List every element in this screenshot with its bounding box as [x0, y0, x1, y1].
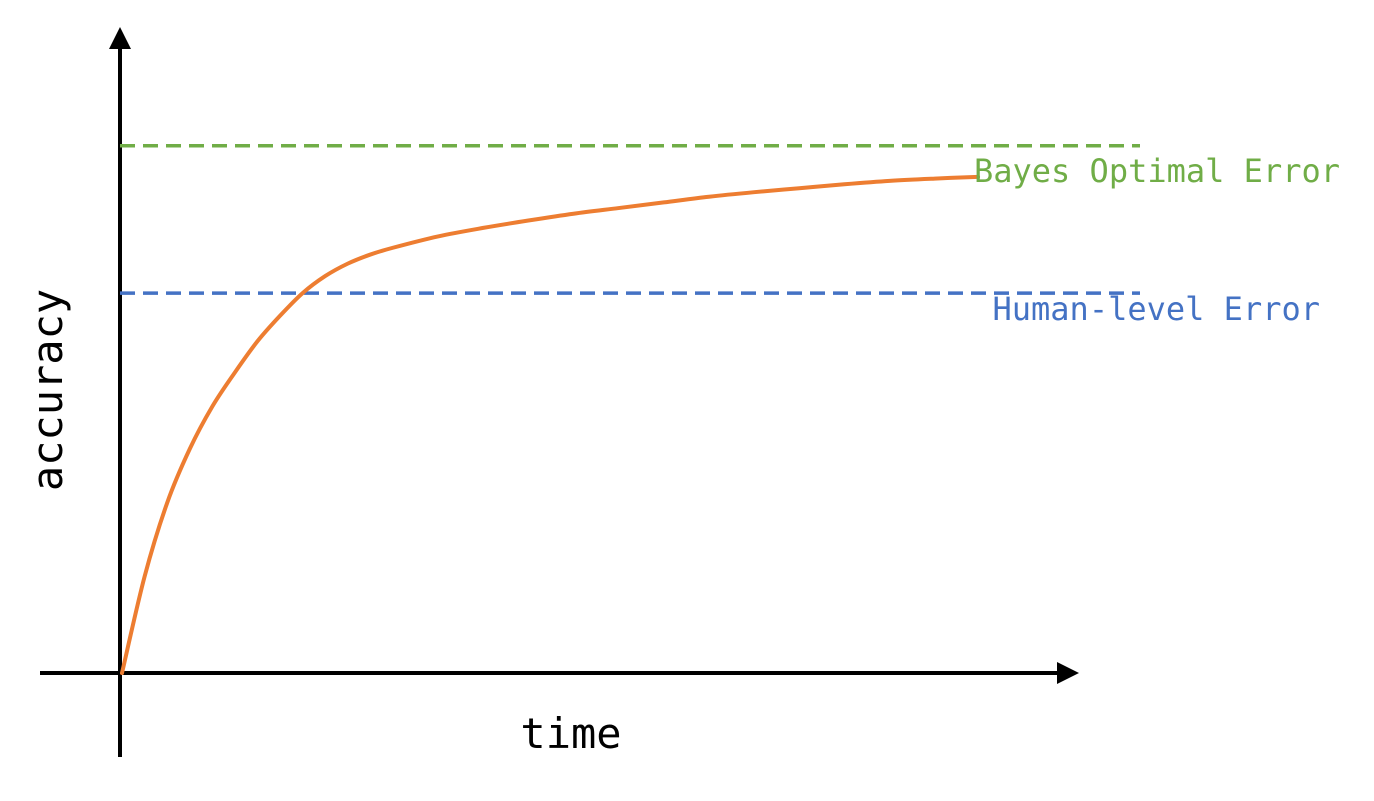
- y-axis-label: accuracy: [23, 289, 72, 491]
- bayes-optimal-error-label: Bayes Optimal Error: [974, 152, 1340, 190]
- x-axis-label: time: [520, 709, 621, 758]
- human-level-error-label: Human-level Error: [992, 290, 1320, 328]
- x-axis-arrow-icon: [1057, 662, 1079, 684]
- series-line-0: [120, 174, 981, 675]
- y-axis-arrow-icon: [109, 27, 131, 49]
